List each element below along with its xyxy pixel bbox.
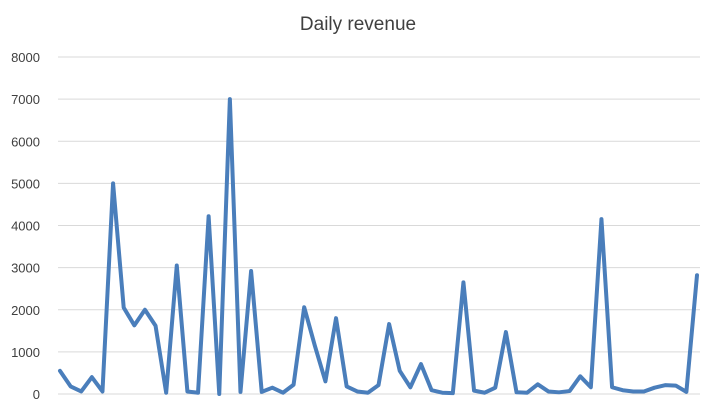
data-point bbox=[568, 389, 572, 393]
data-point bbox=[281, 391, 285, 395]
data-point bbox=[578, 374, 582, 378]
series-layer bbox=[58, 97, 699, 396]
data-point bbox=[260, 390, 264, 394]
data-point bbox=[292, 383, 296, 387]
data-point bbox=[653, 386, 657, 390]
data-point bbox=[408, 385, 412, 389]
data-point bbox=[270, 386, 274, 390]
data-point bbox=[185, 389, 189, 393]
data-point bbox=[334, 316, 338, 320]
data-point bbox=[663, 383, 667, 387]
data-point bbox=[440, 391, 444, 395]
data-point bbox=[164, 391, 168, 395]
y-tick-label: 0 bbox=[33, 387, 40, 402]
data-point bbox=[58, 369, 62, 373]
data-point bbox=[249, 269, 253, 273]
y-axis-ticks: 0 1000 2000 3000 4000 5000 6000 7000 8000 bbox=[11, 50, 40, 402]
data-point bbox=[536, 382, 540, 386]
y-tick-label: 3000 bbox=[11, 261, 40, 276]
data-point bbox=[217, 392, 221, 396]
data-point bbox=[419, 362, 423, 366]
data-point bbox=[69, 384, 73, 388]
data-point bbox=[695, 273, 699, 277]
data-point bbox=[345, 384, 349, 388]
data-point bbox=[451, 391, 455, 395]
y-tick-label: 2000 bbox=[11, 303, 40, 318]
data-point bbox=[313, 344, 317, 348]
data-point bbox=[461, 280, 465, 284]
data-point bbox=[684, 390, 688, 394]
data-point bbox=[398, 369, 402, 373]
data-point bbox=[366, 391, 370, 395]
y-tick-label: 4000 bbox=[11, 219, 40, 234]
data-point bbox=[483, 391, 487, 395]
data-point bbox=[207, 214, 211, 218]
data-point bbox=[323, 379, 327, 383]
data-point bbox=[621, 388, 625, 392]
data-point bbox=[154, 324, 158, 328]
data-point bbox=[557, 390, 561, 394]
data-point bbox=[132, 323, 136, 327]
chart-title: Daily revenue bbox=[300, 14, 416, 35]
y-tick-label: 6000 bbox=[11, 134, 40, 149]
data-point bbox=[143, 308, 147, 312]
y-tick-label: 5000 bbox=[11, 176, 40, 191]
data-point bbox=[525, 391, 529, 395]
data-point bbox=[610, 385, 614, 389]
series-line bbox=[58, 97, 699, 396]
data-point bbox=[642, 389, 646, 393]
data-point bbox=[493, 386, 497, 390]
data-point bbox=[175, 264, 179, 268]
y-tick-label: 8000 bbox=[11, 50, 40, 65]
data-point bbox=[589, 385, 593, 389]
data-point bbox=[430, 388, 434, 392]
data-point bbox=[515, 390, 519, 394]
data-point bbox=[111, 181, 115, 185]
data-point bbox=[122, 306, 126, 310]
data-point bbox=[196, 391, 200, 395]
data-point bbox=[90, 375, 94, 379]
data-point bbox=[79, 389, 83, 393]
data-point bbox=[472, 389, 476, 393]
data-point bbox=[631, 389, 635, 393]
data-point bbox=[387, 322, 391, 326]
data-point bbox=[377, 383, 381, 387]
data-point bbox=[504, 330, 508, 334]
data-point bbox=[355, 389, 359, 393]
data-point bbox=[100, 389, 104, 393]
data-point bbox=[599, 217, 603, 221]
gridlines bbox=[58, 56, 700, 395]
data-point bbox=[674, 384, 678, 388]
y-tick-label: 1000 bbox=[11, 345, 40, 360]
data-point bbox=[302, 305, 306, 309]
y-tick-label: 7000 bbox=[11, 92, 40, 107]
data-point bbox=[238, 390, 242, 394]
data-point bbox=[228, 97, 232, 101]
data-point bbox=[546, 389, 550, 393]
